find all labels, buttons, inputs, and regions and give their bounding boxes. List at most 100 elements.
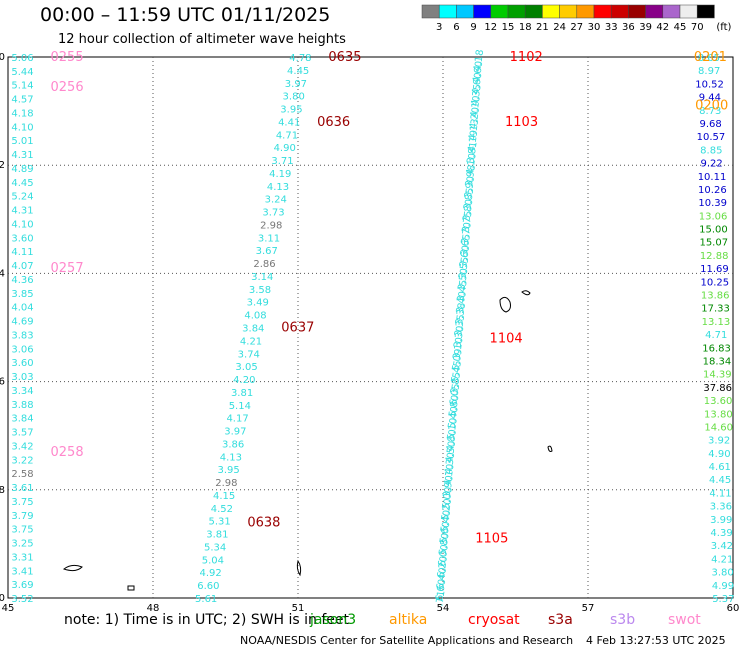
wave-height-value: 4.11 [709,488,731,499]
legend-s3b: s3b [610,612,636,628]
scale-level-label: 70 [691,22,704,33]
wave-height-value: 5.09 [451,348,465,372]
wave-height-value: 4.90 [274,143,296,154]
x-tick-label: 57 [582,603,595,614]
wave-height-value: 6.40 [435,567,449,591]
pass-time-label: 0258 [51,445,84,460]
wave-height-value: 3.81 [231,388,253,399]
wave-height-value: 4.35 [470,83,484,107]
wave-height-value: 8.85 [700,145,722,156]
wave-height-value: 5.04 [202,555,224,566]
wave-height-value: 4.92 [200,568,222,579]
wave-height-value: 6.00 [437,544,451,568]
chart-title: 00:00 – 11:59 UTC 01/11/2025 [40,4,331,26]
wave-height-value: 5.31 [208,517,230,528]
scale-level-label: 36 [622,22,635,33]
wave-height-value: 4.17 [226,414,248,425]
wave-height-value: 3.25 [11,539,33,550]
wave-height-value: 3.35 [453,314,467,338]
scale-level-label: 18 [519,22,532,33]
wave-height-value: 3.81 [206,530,228,541]
wave-height-value: 3.11 [258,233,280,244]
wave-height-value: 6.60 [197,581,219,592]
wave-height-value: 5.34 [204,542,226,553]
wave-height-value: 3.75 [11,497,33,508]
wave-height-value: 4.50 [444,440,458,464]
pass-time-label: 1103 [505,115,538,130]
wave-height-value: 4.31 [11,206,33,217]
wave-height-value: 37.86 [703,383,732,394]
wave-height-value: 3.50 [457,268,471,292]
scale-level-label: 33 [605,22,618,33]
wave-height-value: 9.68 [699,119,721,130]
pass-time-label: 0637 [281,321,314,336]
pass-time-label: 0200 [695,99,728,114]
wave-height-value: 4.07 [11,261,33,272]
wave-height-value: 13.13 [702,317,731,328]
wave-height-value: 3.97 [224,427,246,438]
wave-height-value: 6.71 [434,590,448,614]
wave-height-value: 3.70 [460,222,474,246]
wave-height-value: 3.84 [242,324,264,335]
color-scale-legend: 3 6 9 12 15 18 21 24 27 30 33 36 39 42 45 70 (ft) [421,4,732,33]
wave-height-value: 3.57 [11,428,33,439]
wave-height-value: 4.78 [289,53,311,64]
wave-height-value: 3.86 [222,439,244,450]
wave-height-value: 4.45 [287,66,309,77]
pass-time-label: 0638 [247,515,280,530]
scale-level-label: 24 [553,22,566,33]
wave-height-value: 3.38 [454,302,468,326]
footer-note: note: 1) Time is in UTC; 2) SWH is in fe… [64,612,350,628]
wave-height-value: 3.80 [711,568,733,579]
wave-height-value: 10.39 [698,198,727,209]
wave-height-value: 3.98 [464,164,478,188]
wave-height-value: 3.67 [256,246,278,257]
wave-height-value: 4.45 [709,475,731,486]
wave-height-value: 13.80 [704,409,733,420]
wave-height-value: 3.85 [11,289,33,300]
wave-height-value: 5.40 [447,406,461,430]
pass-time-label: 0635 [328,50,361,65]
wave-height-value: 6.60 [434,578,448,602]
wave-height-value: 4.21 [240,336,262,347]
x-tick-label: 54 [437,603,450,614]
wave-height-value: 8.97 [698,66,720,77]
wave-height-value: 4.41 [278,117,300,128]
wave-height-value: 5.40 [439,509,453,533]
chart-subtitle: 12 hour collection of altimeter wave hei… [58,32,346,47]
wave-height-value: 3.14 [251,272,273,283]
wave-height-value: 3.60 [11,233,33,244]
wave-height-value: 14.60 [704,422,733,433]
wave-height-value: 3.88 [11,400,33,411]
wave-height-value: 10.57 [697,132,726,143]
wave-height-value: 4.89 [11,164,33,175]
wave-height-value: 4.57 [11,95,33,106]
wave-height-value: 3.92 [708,436,730,447]
scale-level-label: 39 [639,22,652,33]
wave-height-value: 3.30 [452,325,466,349]
wave-height-value: 11.69 [700,264,729,275]
wave-height-value: 2.98 [260,220,282,231]
wave-height-value: 4.13 [220,452,242,463]
wave-height-value: 4.90 [708,449,730,460]
wave-height-value: 3.36 [710,502,732,513]
wave-height-value: 18.34 [703,356,732,367]
wave-height-value: 4.45 [11,178,33,189]
pass-time-label: 0255 [51,50,84,65]
wave-height-value: 3.52 [11,594,33,605]
wave-height-value: 4.52 [211,504,233,515]
wave-height-value: 3.97 [285,79,307,90]
wave-height-value: 5.60 [438,521,452,545]
scale-level-label: 21 [536,22,549,33]
wave-height-value: 4.61 [709,462,731,473]
wave-height-value: 3.49 [247,298,269,309]
wave-height-value: 10.26 [698,185,727,196]
wave-height-value: 3.58 [249,285,271,296]
wave-height-value: 3.80 [283,92,305,103]
scale-swatch [696,4,715,19]
scale-level-label: 27 [570,22,583,33]
y-tick-label: −2 [0,160,5,171]
wave-height-value: 3.90 [442,475,456,499]
wave-height-value: 3.75 [11,525,33,536]
wave-height-value: 5.24 [11,192,33,203]
